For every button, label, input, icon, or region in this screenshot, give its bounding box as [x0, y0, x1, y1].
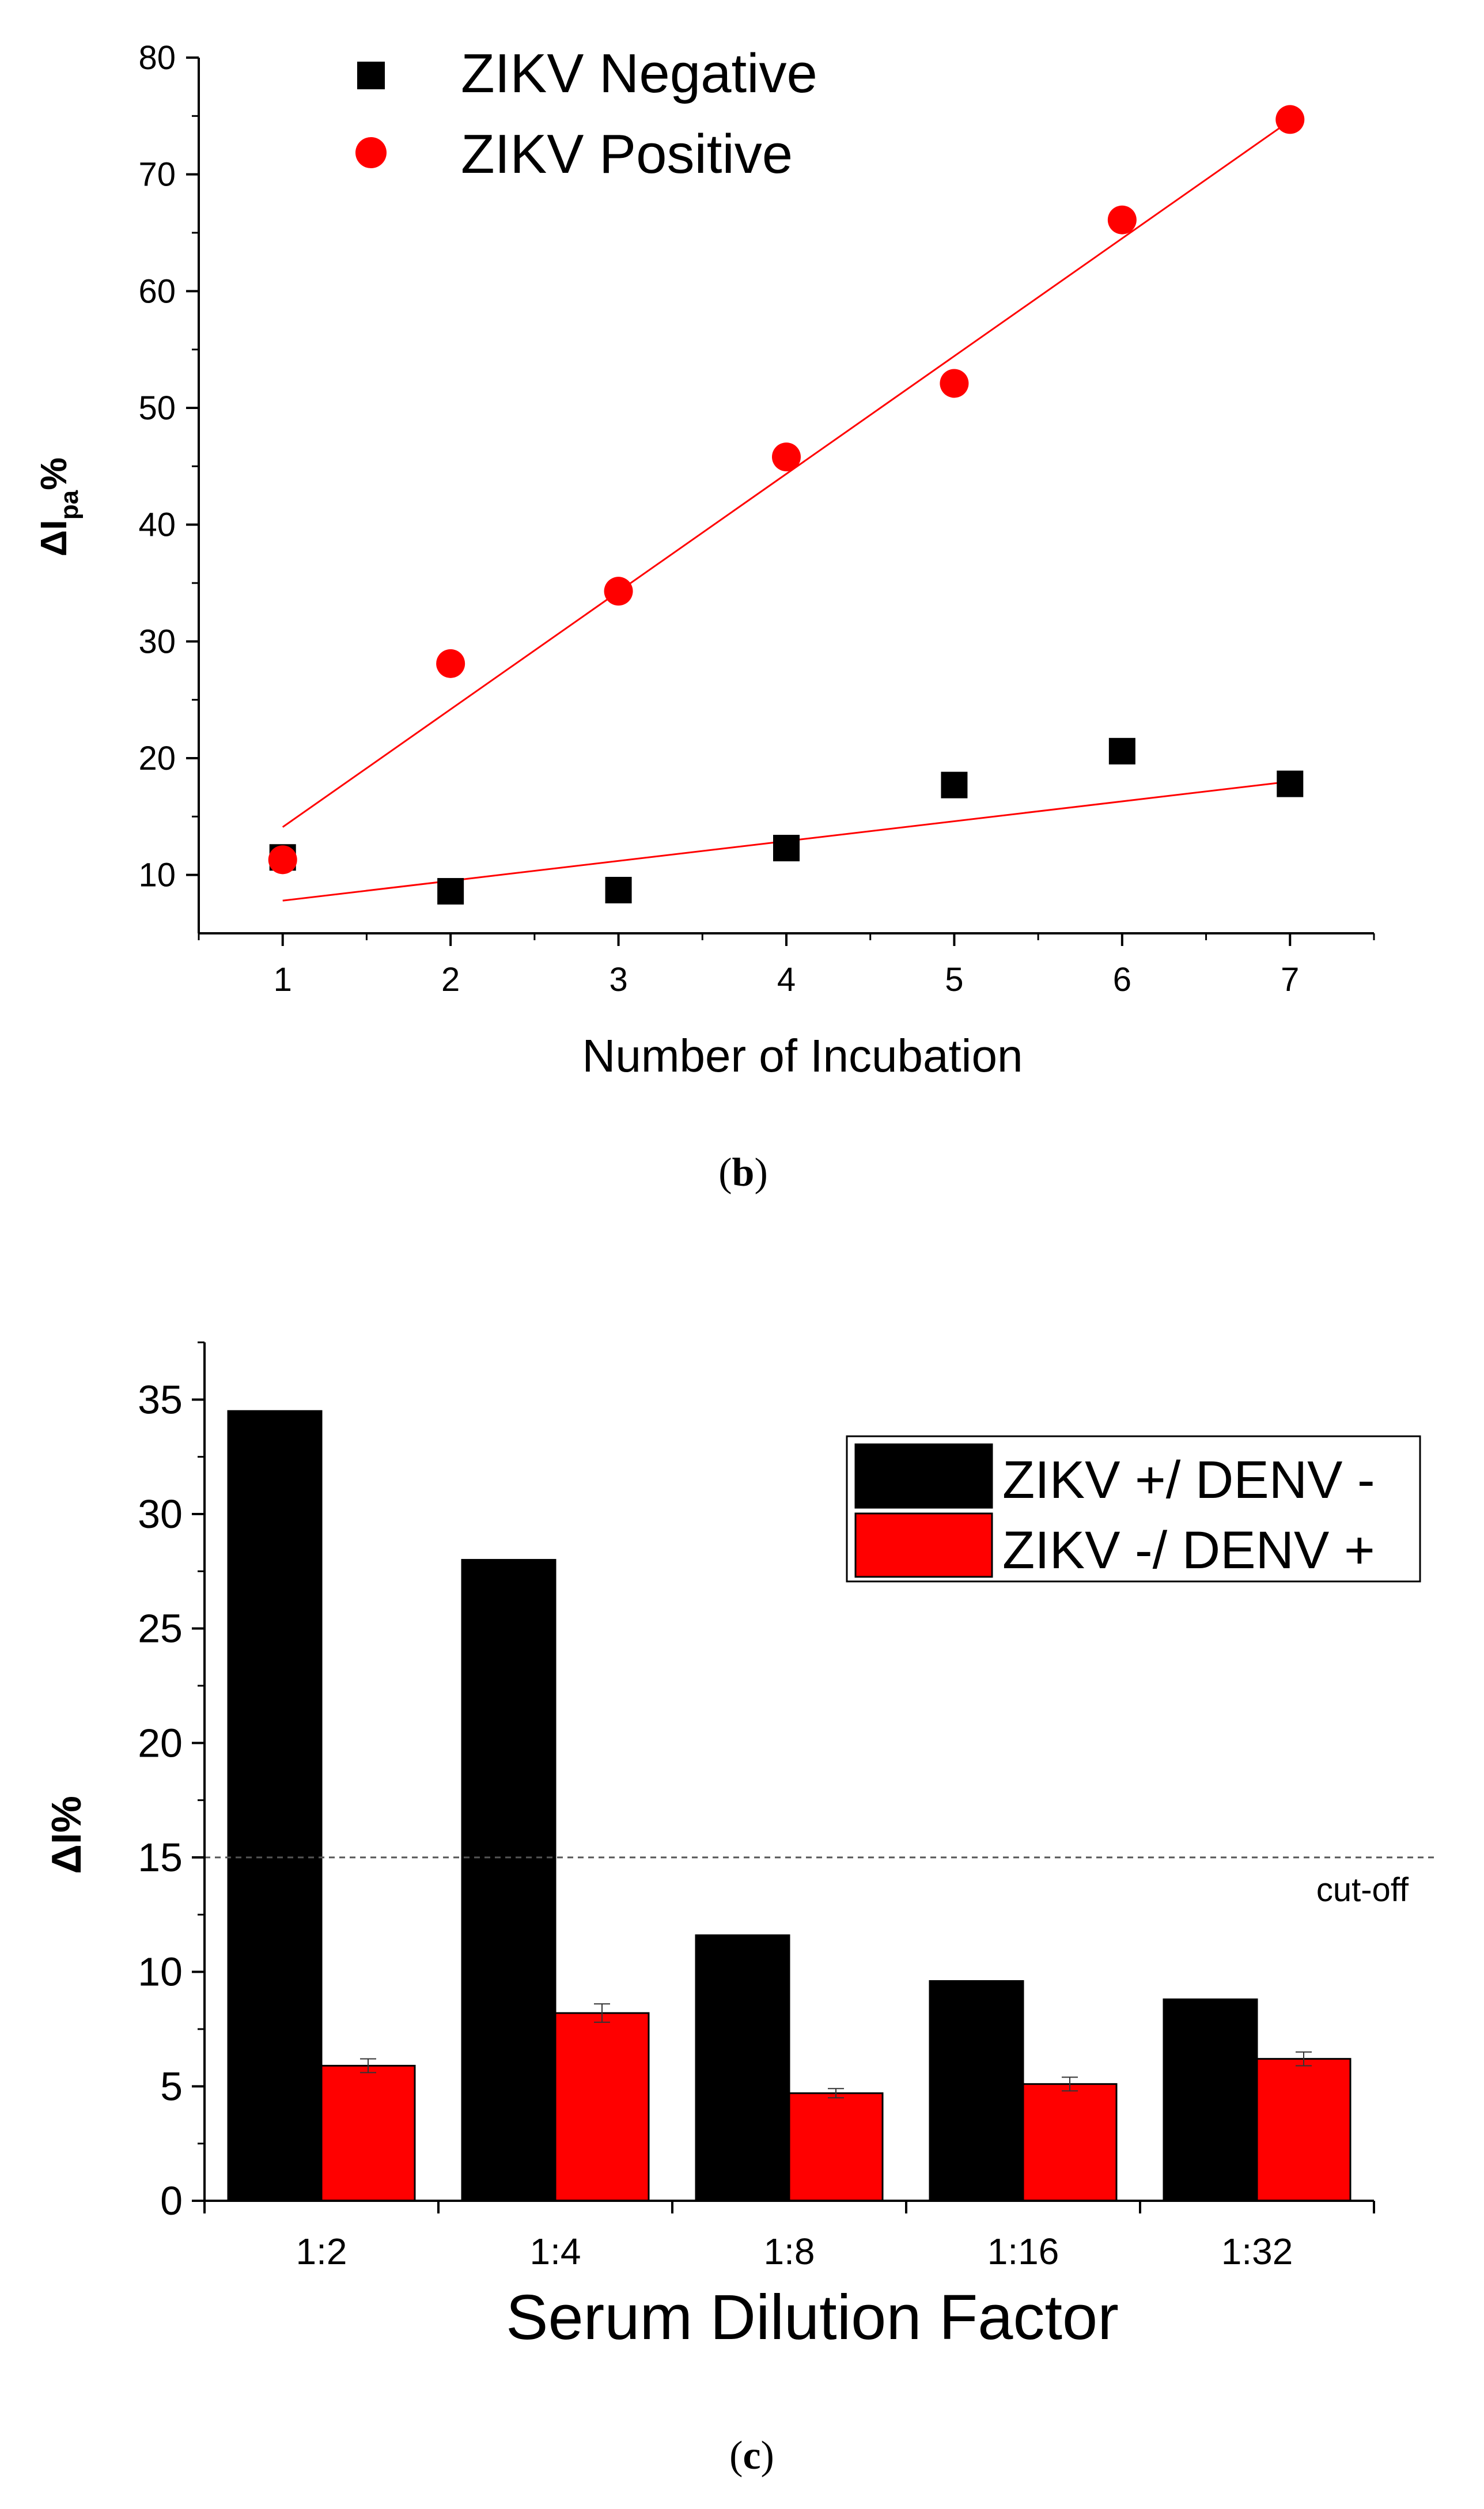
x-tick-label: 4 — [777, 961, 796, 998]
y-tick-label: 20 — [138, 1720, 183, 1765]
x-tick-label: 1 — [274, 961, 292, 998]
bar-zikv-pos — [227, 1410, 323, 2202]
x-axis-label: Number of Incubation — [582, 1030, 1023, 1081]
ticks: 1:2 1:4 1:8 1:16 1:32 0 5 10 15 20 25 30 35 — [138, 1341, 1375, 2272]
legend-swatch-zikv-pos — [854, 1443, 993, 1509]
bar-zikv-pos — [461, 1558, 556, 2202]
x-tick-label: 1:8 — [764, 2231, 815, 2272]
bar-zikv-neg — [1022, 2083, 1118, 2202]
error-bars — [360, 2003, 1312, 2099]
y-tick-label: 40 — [138, 506, 176, 544]
y-axis-label: ΔIpa% — [33, 457, 84, 557]
bars — [227, 1410, 1352, 2202]
data-point-negative — [941, 771, 968, 799]
y-tick-label: 10 — [138, 857, 176, 894]
axes — [198, 58, 1374, 934]
data-point-negative — [437, 878, 464, 905]
panel-label-b-letter: b — [732, 1151, 755, 1195]
panel-label-c-letter: c — [743, 2434, 760, 2478]
ticks: 10 20 30 40 50 60 70 80 1 2 3 4 5 6 7 — [138, 39, 1375, 998]
x-axis-label: Serum Dilution Factor — [506, 2282, 1119, 2353]
y-tick-label: 50 — [138, 389, 176, 427]
data-point-positive — [436, 649, 465, 678]
y-tick-label: 30 — [138, 623, 176, 660]
bar-zikv-neg — [320, 2065, 416, 2202]
bar-zikv-neg — [554, 2012, 650, 2202]
data-point-negative — [1277, 770, 1304, 797]
legend: ZIKV Negative ZIKV Positive — [355, 43, 817, 185]
data-point-positive — [940, 369, 969, 398]
y-tick-label: 10 — [138, 1950, 183, 1995]
x-tick-label: 1:4 — [530, 2231, 581, 2272]
x-tick-label: 7 — [1281, 961, 1299, 998]
legend-label-negative: ZIKV Negative — [461, 43, 817, 104]
data-point-negative — [605, 877, 632, 904]
fit-lines — [282, 120, 1291, 902]
bar-zikv-neg — [788, 2092, 884, 2202]
data-point-positive — [772, 442, 801, 472]
bar-zikv-pos — [1163, 1998, 1258, 2202]
legend-label-zikv-pos: ZIKV +/ DENV - — [1002, 1451, 1375, 1509]
data-point-positive — [1275, 105, 1305, 134]
chart-b: 10 20 30 40 50 60 70 80 1 2 3 4 5 6 7 ΔIpa% Number of … — [33, 39, 1375, 1195]
y-tick-label: 35 — [138, 1377, 183, 1422]
panel-label-b: (b) — [718, 1151, 768, 1195]
y-label-base: ΔI — [33, 520, 74, 557]
legend-marker-positive — [355, 137, 387, 168]
data-points — [268, 105, 1305, 905]
y-tick-label: 70 — [138, 156, 176, 194]
cutoff-label: cut-off — [1316, 1871, 1409, 1909]
axes — [203, 1342, 1374, 2202]
y-tick-label: 20 — [138, 740, 176, 777]
x-tick-label: 5 — [945, 961, 963, 998]
legend-swatch-zikv-neg — [854, 1512, 993, 1578]
y-tick-label: 5 — [160, 2064, 183, 2109]
y-axis-label: ΔI% — [44, 1796, 90, 1874]
data-point-negative — [773, 835, 800, 862]
bar-zikv-neg — [1256, 2058, 1352, 2202]
y-tick-label: 60 — [138, 273, 176, 310]
x-tick-label: 1:16 — [987, 2231, 1059, 2272]
x-tick-label: 3 — [609, 961, 627, 998]
x-tick-label: 6 — [1113, 961, 1131, 998]
y-tick-label: 15 — [138, 1835, 183, 1880]
legend-marker-negative — [357, 62, 385, 89]
legend-label-zikv-neg: ZIKV -/ DENV + — [1002, 1521, 1375, 1580]
y-tick-label: 80 — [138, 39, 176, 77]
x-tick-label: 2 — [441, 961, 460, 998]
legend: ZIKV +/ DENV - ZIKV -/ DENV + — [846, 1435, 1421, 1583]
y-tick-label: 30 — [138, 1492, 183, 1537]
y-label-suffix: % — [33, 457, 74, 490]
data-point-negative — [1108, 737, 1135, 765]
data-point-positive — [604, 577, 633, 606]
x-tick-label: 1:2 — [296, 2231, 347, 2272]
legend-label-positive: ZIKV Positive — [461, 123, 793, 185]
fit-line — [282, 120, 1291, 828]
y-tick-label: 0 — [160, 2178, 183, 2223]
bar-zikv-pos — [929, 1980, 1024, 2202]
y-tick-label: 25 — [138, 1606, 183, 1651]
y-label-subscript: pa — [55, 490, 84, 520]
bar-zikv-pos — [695, 1934, 790, 2202]
panel-label-c: (c) — [729, 2434, 774, 2478]
x-tick-label: 1:32 — [1221, 2231, 1293, 2272]
data-point-positive — [268, 845, 297, 875]
data-point-positive — [1107, 205, 1137, 234]
